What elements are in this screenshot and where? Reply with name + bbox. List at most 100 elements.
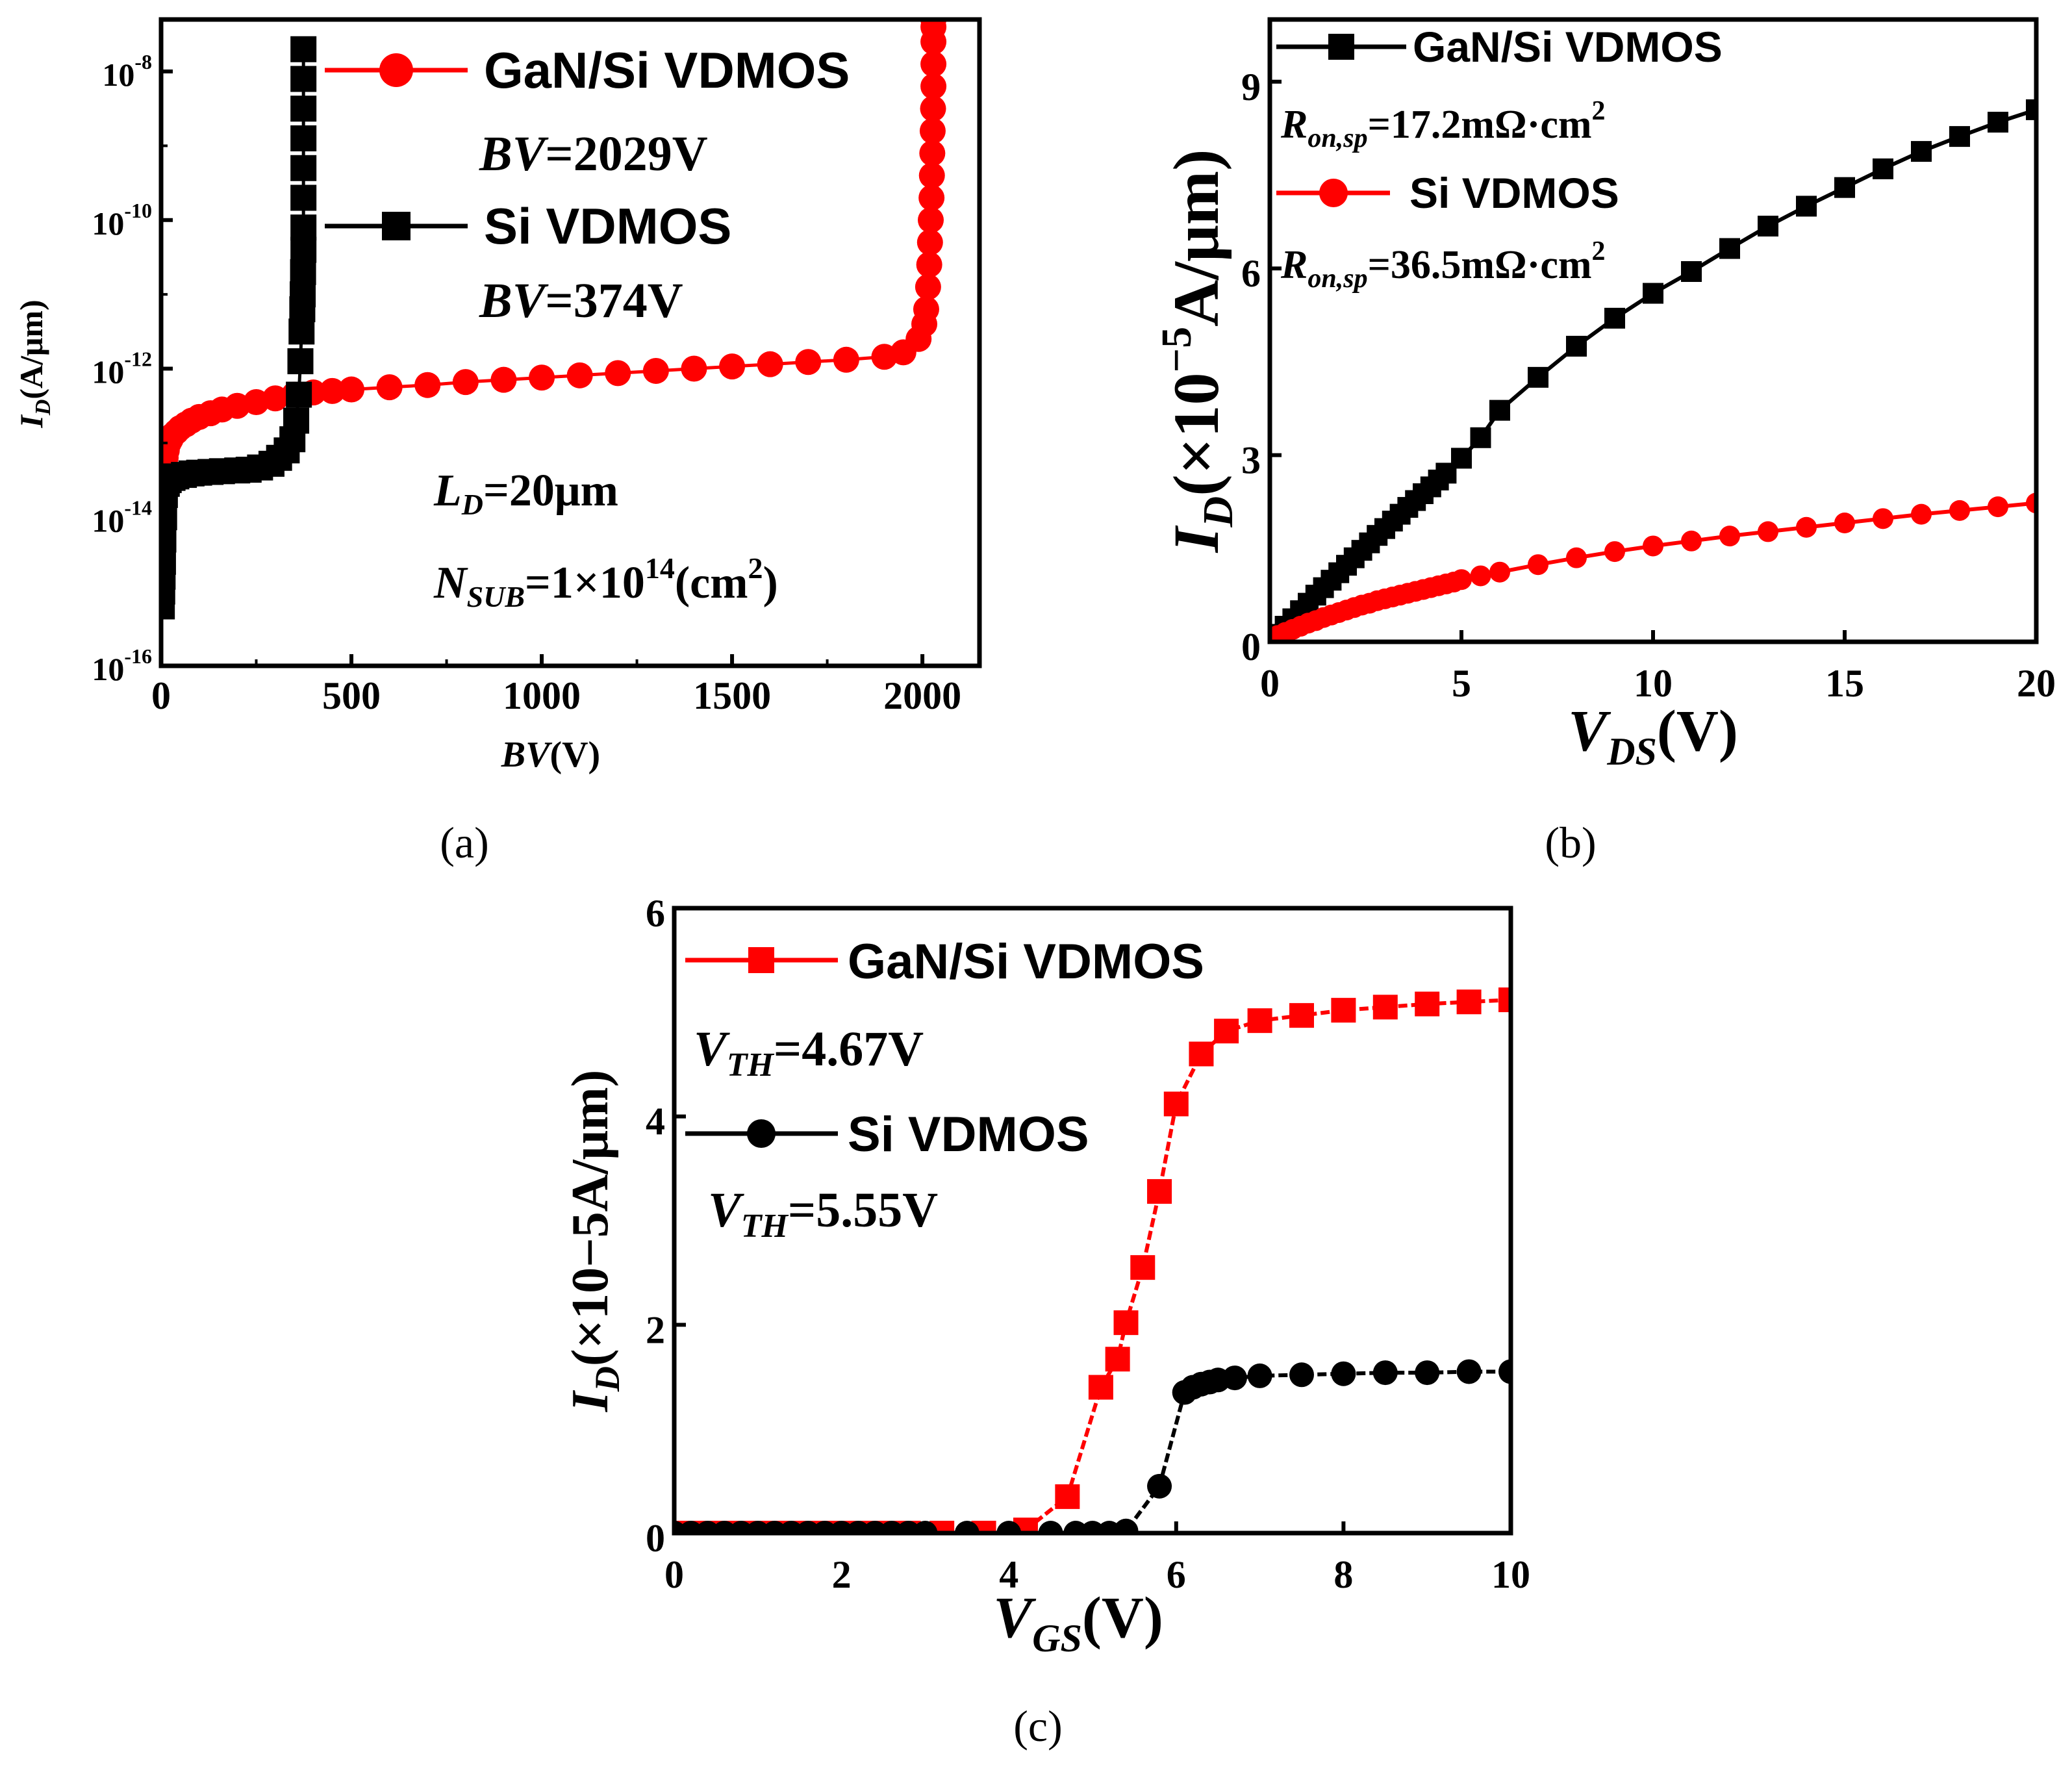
panel-a-ld-main: L [433, 466, 462, 516]
panel-b-legend-si-label: Si VDMOS [1409, 169, 1619, 217]
panel-a-legend-si-marker [382, 212, 411, 240]
panel-a-series-gan-si-vdmos-point [719, 353, 746, 380]
panel-c-legend: GaN/Si VDMOS Si VDMOS [685, 934, 1204, 1162]
panel-c-vth-si-rest: =5.55V [788, 1183, 938, 1238]
panel-c-legend-gan-marker [748, 947, 774, 973]
panel-a-ld-sub: D [461, 488, 483, 521]
panel-b-series-gan-si-vdmos-point [1681, 260, 1702, 282]
panel-c-vth-gan-main: V [694, 1022, 730, 1076]
panel-c-caption: (c) [1013, 1701, 1062, 1751]
panel-b-series-gan-si-vdmos-point [1834, 177, 1855, 198]
panel-a-legend-gan-marker [379, 53, 413, 87]
panel-a: 0 500 1000 1500 2000 10-16 10-14 10-12 10-10 10-8… [13, 0, 982, 867]
panel-b-series-si-vdmos-point [1834, 513, 1855, 534]
panel-b-series-gan-si-vdmos-point [1528, 366, 1548, 388]
panel-c-xtick-label: 10 [1491, 1553, 1530, 1596]
panel-b-series-si-vdmos-point [1643, 535, 1663, 557]
panel-a-series-gan-si-vdmos-point [757, 351, 783, 377]
panel-a-series-gan-si-vdmos-point [920, 51, 947, 77]
panel-c-series-gan-si-vdmos-point [1130, 1255, 1156, 1280]
panel-c-ytick-label: 6 [646, 892, 665, 935]
panel-c-series-gan-si-vdmos-point [1331, 998, 1356, 1023]
panel-b-series-gan-si-vdmos-point [1873, 158, 1893, 179]
panel-c-series-si-vdmos-point [1372, 1360, 1398, 1386]
panel-a-ytick-label: 10-14 [92, 496, 152, 539]
panel-b-series-gan-si-vdmos-point [1758, 216, 1778, 237]
panel-c-series-si-vdmos-point [1331, 1361, 1356, 1386]
panel-c-vth-gan-annotation: VTH=4.67V [694, 1022, 924, 1084]
panel-a-bv-si-rest: =374V [545, 273, 683, 328]
panel-a-xtick-label: 500 [322, 674, 381, 717]
panel-a-series-gan-si-vdmos-point [918, 162, 945, 189]
panel-a-series-gan-si-vdmos-point [920, 95, 946, 122]
panel-c-series-gan-si-vdmos-point [1088, 1375, 1113, 1400]
panel-c-xtick-label: 4 [999, 1553, 1018, 1596]
panel-a-bv-si-italic: BV [479, 273, 549, 328]
panel-a-xtick-label: 2000 [883, 674, 961, 717]
panel-c-vth-si-sub: TH [741, 1208, 789, 1245]
panel-a-legend-gan-label: GaN/Si VDMOS [484, 42, 850, 99]
panel-b-series-gan-si-vdmos-point [1949, 126, 1970, 147]
panel-a-series-si-vdmos-point [287, 348, 314, 375]
panel-a-series-gan-si-vdmos-point [681, 355, 707, 382]
panel-a-series-gan-si-vdmos-point [642, 357, 669, 384]
panel-b-series-gan-si-vdmos-point [1470, 427, 1491, 448]
panel-c-ylabel: ID(×10−5A/μm) [562, 1070, 627, 1413]
panel-a-series-si-vdmos-point [290, 259, 316, 285]
panel-a-series-gan-si-vdmos-point [490, 366, 517, 393]
panel-b-series-gan-si-vdmos-point [1796, 196, 1817, 217]
panel-b-series-si-vdmos-point [1681, 530, 1702, 552]
panel-c-legend-gan-label: GaN/Si VDMOS [848, 934, 1204, 989]
panel-a-xlabel: BV(V) [501, 735, 600, 775]
panel-b-ytick-label: 9 [1241, 66, 1261, 108]
panel-a-legend-si-label: Si VDMOS [484, 197, 731, 255]
panel-b-ron-gan-sub: on,sp [1308, 123, 1367, 153]
panel-c-series-si-vdmos-point [1247, 1363, 1272, 1388]
panel-a-bv-gan-italic: BV [479, 127, 549, 181]
panel-c-vth-gan-sub: TH [727, 1047, 775, 1084]
panel-a-xtick-label: 1500 [693, 674, 771, 717]
panel-a-caption: (a) [440, 818, 488, 867]
panel-c-series-si-vdmos-point [1498, 1359, 1511, 1384]
panel-b-ron-gan-rest: =17.2mΩ·cm [1368, 103, 1592, 147]
panel-a-series-layer [161, 0, 947, 620]
panel-a-series-gan-si-vdmos-point [605, 360, 631, 387]
panel-a-nsub-end: ) [763, 558, 778, 608]
panel-b-series-si-vdmos-point [1489, 561, 1510, 583]
panel-b-xtick-label: 15 [1825, 662, 1864, 705]
panel-c-ylabel-rest: (×10−5A/μm) [562, 1070, 619, 1366]
panel-a-ytick-label: 10-16 [92, 644, 152, 687]
panel-a-xlabel-rest: (V) [550, 735, 600, 775]
panel-c-series-si-vdmos-point [1289, 1362, 1314, 1388]
panel-b-series-gan-si-vdmos-point [1566, 335, 1587, 357]
panel-c-xlabel-main: V [993, 1586, 1037, 1650]
panel-a-series-gan-si-vdmos-point [414, 372, 441, 398]
panel-b-ylabel-sup: −5 [1153, 327, 1200, 373]
panel-a-tick-layer: 0 500 1000 1500 2000 10-16 10-14 10-12 10-10 10-8 [92, 50, 961, 717]
panel-a-series-si-vdmos-point [290, 66, 317, 92]
panel-a-xtick-label: 0 [151, 674, 171, 717]
panel-c-series-si-vdmos-point [1147, 1473, 1172, 1499]
panel-b-ron-gan-main: R [1280, 103, 1308, 147]
panel-b-xtick-label: 5 [1452, 662, 1471, 705]
panel-b-ron-si-sup: 2 [1592, 236, 1606, 266]
panel-a-ytick-label: 10-10 [92, 199, 152, 242]
panel-b-xlabel-rest: (V) [1657, 699, 1738, 763]
panel-b-ylabel-sub: D [1194, 496, 1242, 528]
panel-a-series-gan-si-vdmos-point [917, 207, 944, 233]
panel-a-series-si-vdmos-point [283, 407, 310, 434]
panel-a-series-gan-si-vdmos-point [920, 73, 947, 99]
panel-b-series-gan-si-vdmos-point [2026, 99, 2036, 120]
panel-a-nsub-sub: SUB [467, 580, 525, 613]
panel-b-series-si-vdmos-point [1911, 503, 1932, 525]
panel-b-series-si-vdmos-point [1604, 541, 1625, 563]
panel-a-ytick-label: 10-8 [102, 50, 152, 93]
panel-b-legend-si-marker [1319, 179, 1348, 207]
panel-a-series-si-vdmos-point [290, 184, 317, 211]
panel-c-vth-si-annotation: VTH=5.55V [708, 1183, 938, 1245]
panel-b-ylabel: ID(×10−5A/μm) [1153, 149, 1242, 553]
panel-a-series-si-vdmos-point [290, 36, 317, 62]
panel-c-series-si-vdmos-point [1222, 1365, 1247, 1391]
panel-a-series-gan-si-vdmos-point [920, 0, 946, 12]
panel-c-xtick-label: 6 [1167, 1553, 1186, 1596]
